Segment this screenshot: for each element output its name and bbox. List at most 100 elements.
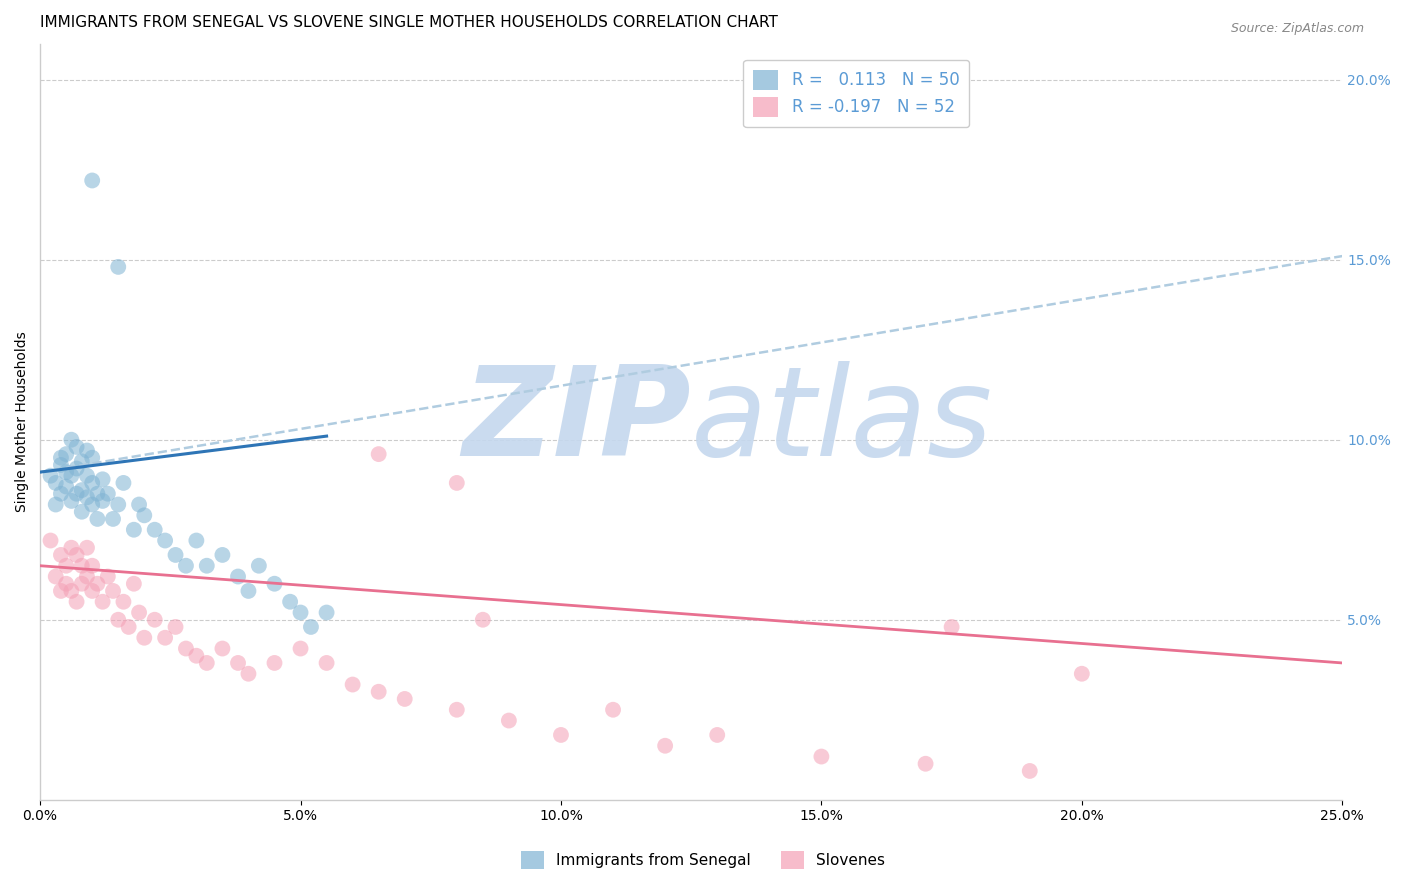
Point <box>550 728 572 742</box>
Point <box>91 472 114 486</box>
Point <box>941 620 963 634</box>
Point <box>107 498 129 512</box>
Point <box>446 703 468 717</box>
Text: IMMIGRANTS FROM SENEGAL VS SLOVENE SINGLE MOTHER HOUSEHOLDS CORRELATION CHART: IMMIGRANTS FROM SENEGAL VS SLOVENE SINGL… <box>41 15 778 30</box>
Point <box>122 576 145 591</box>
Point <box>122 523 145 537</box>
Point <box>91 494 114 508</box>
Point <box>55 465 77 479</box>
Point <box>290 606 312 620</box>
Point <box>70 505 93 519</box>
Point <box>60 433 83 447</box>
Point <box>49 548 72 562</box>
Point <box>367 447 389 461</box>
Point <box>55 479 77 493</box>
Point <box>174 558 197 573</box>
Point <box>86 486 108 500</box>
Point <box>107 260 129 274</box>
Point <box>226 569 249 583</box>
Point <box>914 756 936 771</box>
Point <box>60 541 83 555</box>
Point <box>70 454 93 468</box>
Point <box>101 583 124 598</box>
Point <box>186 648 208 663</box>
Text: ZIP: ZIP <box>463 361 692 483</box>
Point <box>186 533 208 548</box>
Point <box>165 620 187 634</box>
Point <box>82 558 104 573</box>
Point <box>60 494 83 508</box>
Point <box>76 468 98 483</box>
Point <box>70 558 93 573</box>
Point <box>134 508 156 523</box>
Point <box>55 447 77 461</box>
Point <box>315 656 337 670</box>
Point <box>238 666 260 681</box>
Point <box>55 576 77 591</box>
Point <box>278 595 301 609</box>
Point <box>290 641 312 656</box>
Point <box>1018 764 1040 778</box>
Point <box>49 450 72 465</box>
Legend: Immigrants from Senegal, Slovenes: Immigrants from Senegal, Slovenes <box>515 845 891 875</box>
Point <box>128 498 150 512</box>
Point <box>602 703 624 717</box>
Point <box>107 613 129 627</box>
Point <box>1070 666 1092 681</box>
Point <box>112 595 135 609</box>
Point <box>446 475 468 490</box>
Point <box>70 576 93 591</box>
Point <box>134 631 156 645</box>
Point <box>65 595 87 609</box>
Point <box>118 620 141 634</box>
Point <box>128 606 150 620</box>
Point <box>143 613 166 627</box>
Point <box>70 483 93 497</box>
Point <box>86 512 108 526</box>
Point <box>195 558 218 573</box>
Point <box>45 569 67 583</box>
Point <box>60 583 83 598</box>
Point <box>76 443 98 458</box>
Point <box>143 523 166 537</box>
Point <box>238 583 260 598</box>
Point <box>247 558 270 573</box>
Point <box>97 569 120 583</box>
Point <box>165 548 187 562</box>
Point <box>82 583 104 598</box>
Point <box>82 450 104 465</box>
Text: atlas: atlas <box>692 361 993 483</box>
Point <box>39 533 62 548</box>
Point <box>263 576 285 591</box>
Point <box>367 684 389 698</box>
Point <box>706 728 728 742</box>
Point <box>654 739 676 753</box>
Point <box>76 491 98 505</box>
Point <box>76 541 98 555</box>
Point <box>315 606 337 620</box>
Point <box>97 486 120 500</box>
Point <box>49 583 72 598</box>
Point <box>91 595 114 609</box>
Point <box>86 576 108 591</box>
Point <box>174 641 197 656</box>
Point <box>49 458 72 472</box>
Point <box>65 440 87 454</box>
Point <box>112 475 135 490</box>
Point <box>498 714 520 728</box>
Point <box>153 533 176 548</box>
Point <box>211 641 233 656</box>
Point <box>195 656 218 670</box>
Point <box>45 498 67 512</box>
Text: Source: ZipAtlas.com: Source: ZipAtlas.com <box>1230 22 1364 36</box>
Point <box>49 486 72 500</box>
Point <box>342 677 364 691</box>
Point <box>82 173 104 187</box>
Point <box>60 468 83 483</box>
Point <box>76 569 98 583</box>
Point <box>65 486 87 500</box>
Point <box>471 613 494 627</box>
Point <box>299 620 322 634</box>
Point <box>65 461 87 475</box>
Point <box>55 558 77 573</box>
